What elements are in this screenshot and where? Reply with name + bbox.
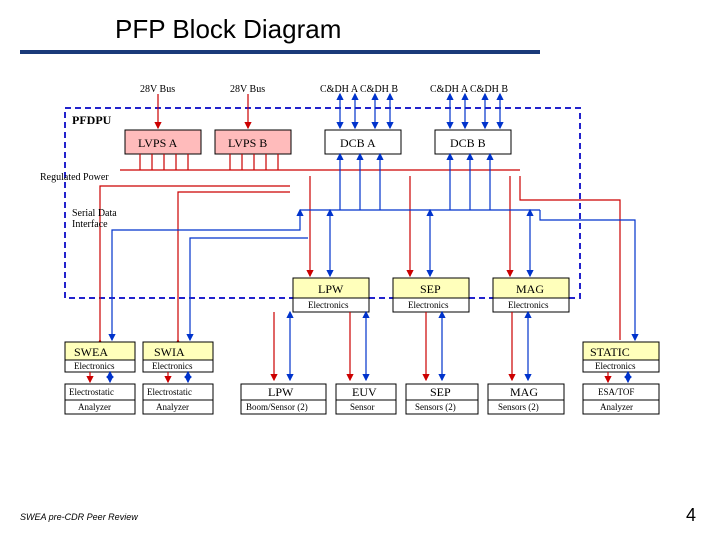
svg-text:Electronics: Electronics [308,300,349,310]
svg-text:Electronics: Electronics [152,361,193,371]
svg-text:Sensors (2): Sensors (2) [498,402,539,412]
svg-text:C&DH B: C&DH B [360,84,398,95]
row3: SWEA Electronics SWIA Electronics STATIC… [65,342,659,372]
svg-text:Electronics: Electronics [595,361,636,371]
svg-text:C&DH A: C&DH A [320,84,359,95]
row1: LVPS A LVPS B DCB A DCB B [125,130,511,154]
serial-label: Serial Data [72,208,117,219]
svg-text:C&DH A: C&DH A [430,84,469,95]
svg-text:LPW: LPW [268,385,294,399]
row2-to-row4 [274,312,528,380]
svg-text:STATIC: STATIC [590,345,630,359]
svg-text:SWIA: SWIA [154,345,185,359]
svg-text:Sensors (2): Sensors (2) [415,402,456,412]
svg-text:Sensor: Sensor [350,402,375,412]
svg-text:LVPS B: LVPS B [228,136,267,150]
block-diagram: PFDPU 28V Bus 28V Bus C&DH A C&DH B C&DH… [40,80,680,490]
slide-title: PFP Block Diagram [115,14,341,45]
svg-text:LVPS A: LVPS A [138,136,178,150]
svg-text:C&DH B: C&DH B [470,84,508,95]
svg-text:EUV: EUV [352,385,377,399]
row2: LPW Electronics SEP Electronics MAG Elec… [293,278,569,312]
footer-right: 4 [686,505,696,526]
svg-text:DCB B: DCB B [450,136,486,150]
svg-text:Analyzer: Analyzer [78,402,111,412]
svg-text:Electronics: Electronics [508,300,549,310]
row4: Electrostatic Analyzer Electrostatic Ana… [65,384,659,414]
svg-text:MAG: MAG [516,282,544,296]
reg-power-label: Regulated Power [40,172,109,183]
svg-text:DCB A: DCB A [340,136,376,150]
svg-text:SWEA: SWEA [74,345,108,359]
svg-text:Electrostatic: Electrostatic [147,387,192,397]
svg-text:ESA/TOF: ESA/TOF [598,387,634,397]
svg-text:SEP: SEP [420,282,441,296]
svg-text:Electronics: Electronics [74,361,115,371]
svg-text:Boom/Sensor (2): Boom/Sensor (2) [246,402,308,412]
footer-left: SWEA pre-CDR Peer Review [20,512,138,522]
svg-text:Analyzer: Analyzer [156,402,189,412]
top-inputs: 28V Bus 28V Bus C&DH A C&DH B C&DH A C&D… [140,84,508,128]
svg-text:MAG: MAG [510,385,538,399]
svg-text:Interface: Interface [72,219,108,230]
svg-text:SEP: SEP [430,385,451,399]
svg-text:28V Bus: 28V Bus [230,84,265,95]
svg-text:Electrostatic: Electrostatic [69,387,114,397]
svg-text:Analyzer: Analyzer [600,402,633,412]
title-underline [20,50,540,54]
svg-text:Electronics: Electronics [408,300,449,310]
svg-text:LPW: LPW [318,282,344,296]
svg-text:28V Bus: 28V Bus [140,84,175,95]
pfdpu-label: PFDPU [72,113,112,127]
row3-to-row4 [90,372,628,382]
